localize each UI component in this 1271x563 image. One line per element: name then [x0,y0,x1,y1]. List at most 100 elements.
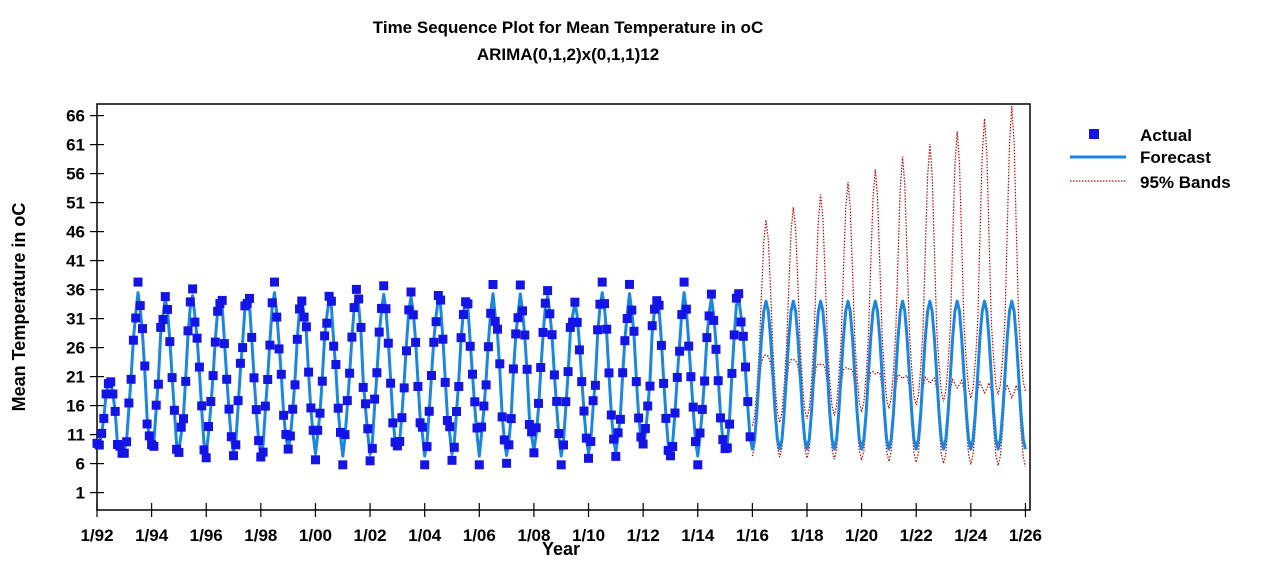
actual-point [245,293,254,303]
actual-point [672,372,682,382]
actual-point [508,364,518,374]
actual-point [381,304,391,314]
actual-point [511,329,521,339]
actual-point [465,341,475,351]
y-tick-label: 11 [67,426,85,445]
actual-point [165,337,175,347]
actual-point [226,432,236,442]
actual-point [174,447,184,457]
actual-point [345,368,355,378]
actual-point [445,422,455,432]
actual-point [574,345,584,355]
actual-point [138,324,147,334]
actual-point [270,277,279,287]
actual-point [181,376,191,386]
actual-point [709,315,719,325]
actual-point [122,437,132,447]
y-tick-label: 46 [66,223,85,242]
x-tick-label: 1/92 [80,526,113,545]
actual-point [700,376,710,386]
actual-point [499,435,509,445]
actual-point [274,344,284,354]
actual-point [99,413,109,423]
y-tick-label: 21 [66,368,85,387]
actual-point [506,414,516,424]
actual-point [119,448,129,458]
actual-point [313,425,323,435]
x-tick-label: 1/00 [299,526,332,545]
actual-point [372,368,382,378]
actual-point [527,427,537,437]
actual-point [586,437,596,446]
actual-point [288,404,298,414]
band-series [751,106,1026,467]
actual-point [647,321,657,331]
actual-point [559,440,568,450]
actual-point [370,394,380,404]
actual-point [706,289,716,299]
actual-point [131,313,141,323]
actual-point [279,410,289,420]
actual-point [590,380,600,390]
actual-point [265,340,275,350]
actual-point [716,413,725,423]
actual-point [217,295,227,305]
actual-point [399,383,409,393]
actual-point [522,364,532,374]
actual-point [285,431,295,441]
actual-point [611,451,621,461]
actual-point [490,316,500,326]
x-tick-label: 1/10 [572,526,605,545]
actual-point [540,298,550,308]
actual-point [210,337,220,347]
actual-point [468,369,477,379]
actual-point [363,424,373,434]
actual-point [106,377,116,387]
actual-point [306,403,316,413]
actual-point [235,358,245,368]
actual-point [436,295,446,305]
actual-point [629,326,639,336]
actual-point [593,325,603,335]
chart-subtitle: ARIMA(0,1,2)x(0,1,1)12 [477,45,659,64]
actual-point [110,406,120,416]
actual-point [299,312,309,322]
actual-point [183,326,193,336]
actual-point [247,332,257,342]
actual-point [497,412,507,422]
actual-point [693,460,703,470]
actual-point [570,297,580,307]
actual-point [315,408,325,418]
actual-point [631,377,641,387]
y-axis-label: Mean Temperature in oC [9,203,29,412]
actual-point [495,359,505,369]
actual-point [741,362,750,372]
actual-point [474,460,484,470]
actual-point [711,344,721,354]
actual-point [395,437,405,446]
actual-point [417,422,427,432]
actual-point [433,291,443,300]
actual-point [374,327,384,337]
actual-point [151,400,161,410]
actual-point [486,308,496,318]
actual-point [422,442,432,452]
x-tick-label: 1/24 [954,526,988,545]
actual-point [320,331,330,341]
actual-point [531,423,541,433]
actual-point [502,458,512,468]
x-tick-label: 1/96 [190,526,223,545]
actual-point [645,381,655,391]
actual-point [379,281,389,291]
actual-point [675,346,685,356]
legend-label-actual: Actual [1140,126,1192,145]
y-tick-label: 31 [66,310,85,329]
legend: Actual Forecast 95% Bands [1070,126,1231,192]
actual-point [549,370,559,380]
actual-point [388,418,398,428]
actual-point [331,360,341,369]
actual-point [638,439,648,449]
actual-point [304,367,314,377]
y-tick-label: 56 [66,165,85,184]
